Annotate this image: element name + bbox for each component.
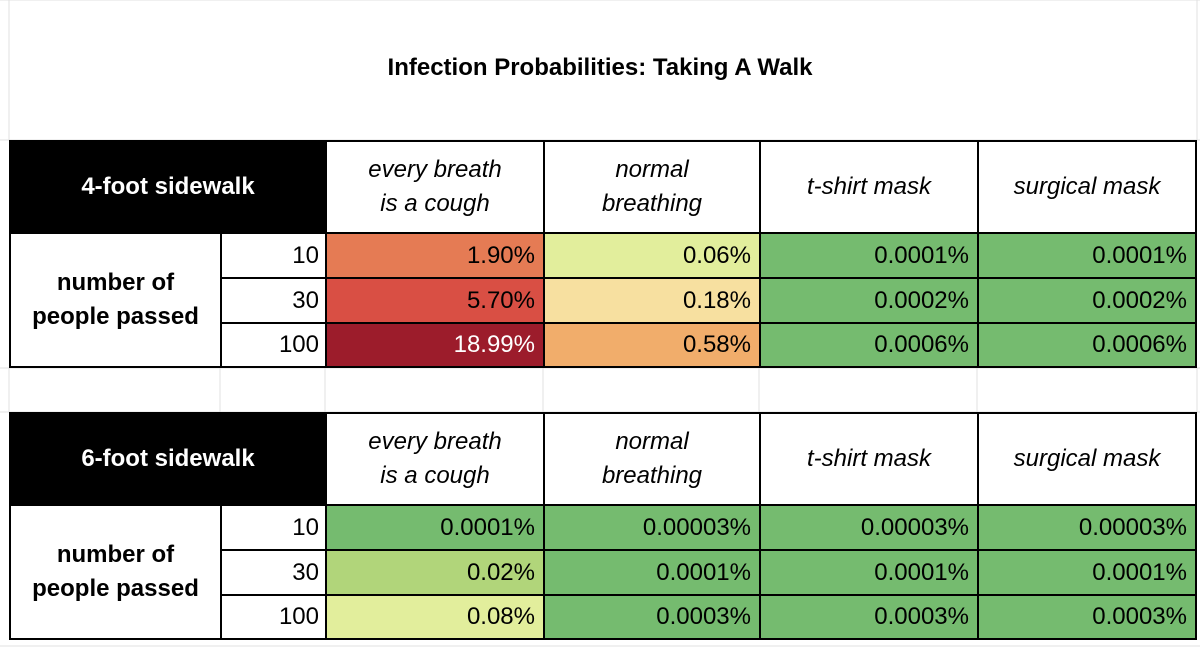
probability-cell[interactable]: 0.08% <box>325 594 543 640</box>
probability-cell[interactable]: 0.0001% <box>977 232 1197 277</box>
probability-cell[interactable]: 0.18% <box>543 277 759 322</box>
probability-cell[interactable]: 0.0002% <box>977 277 1197 322</box>
probability-cell[interactable]: 18.99% <box>325 322 543 368</box>
probability-cell[interactable]: 0.00003% <box>543 504 759 549</box>
probability-cell[interactable]: 0.0002% <box>759 277 977 322</box>
probability-cell[interactable]: 0.00003% <box>977 504 1197 549</box>
probability-cell[interactable]: 0.0006% <box>759 322 977 368</box>
column-header: normal breathing <box>543 412 759 504</box>
people-count-cell[interactable]: 10 <box>220 232 325 277</box>
column-header: every breath is a cough <box>325 412 543 504</box>
probability-cell[interactable]: 0.0001% <box>543 549 759 594</box>
probability-cell[interactable]: 0.0003% <box>759 594 977 640</box>
column-header: surgical mask <box>977 412 1197 504</box>
probability-cell[interactable]: 0.0003% <box>543 594 759 640</box>
people-count-cell[interactable]: 10 <box>220 504 325 549</box>
probability-cell[interactable]: 0.58% <box>543 322 759 368</box>
people-passed-label: number of people passed <box>9 232 220 368</box>
sidewalk-label: 6-foot sidewalk <box>9 412 325 504</box>
people-passed-label: number of people passed <box>9 504 220 640</box>
probability-cell[interactable]: 0.0001% <box>325 504 543 549</box>
column-header: t-shirt mask <box>759 412 977 504</box>
people-count-cell[interactable]: 100 <box>220 322 325 368</box>
people-count-cell[interactable]: 30 <box>220 277 325 322</box>
probability-cell[interactable]: 0.00003% <box>759 504 977 549</box>
column-header: every breath is a cough <box>325 140 543 232</box>
column-header: surgical mask <box>977 140 1197 232</box>
probability-cell[interactable]: 0.0006% <box>977 322 1197 368</box>
probability-cell[interactable]: 0.0001% <box>759 549 977 594</box>
column-header: t-shirt mask <box>759 140 977 232</box>
probability-cell[interactable]: 0.0001% <box>977 549 1197 594</box>
probability-cell[interactable]: 0.0003% <box>977 594 1197 640</box>
sidewalk-label: 4-foot sidewalk <box>9 140 325 232</box>
probability-cell[interactable]: 0.02% <box>325 549 543 594</box>
probability-cell[interactable]: 0.06% <box>543 232 759 277</box>
people-count-cell[interactable]: 30 <box>220 549 325 594</box>
sheet-title: Infection Probabilities: Taking A Walk <box>387 54 813 81</box>
probability-cell[interactable]: 0.0001% <box>759 232 977 277</box>
column-header: normal breathing <box>543 140 759 232</box>
people-count-cell[interactable]: 100 <box>220 594 325 640</box>
probability-cell[interactable]: 1.90% <box>325 232 543 277</box>
probability-cell[interactable]: 5.70% <box>325 277 543 322</box>
